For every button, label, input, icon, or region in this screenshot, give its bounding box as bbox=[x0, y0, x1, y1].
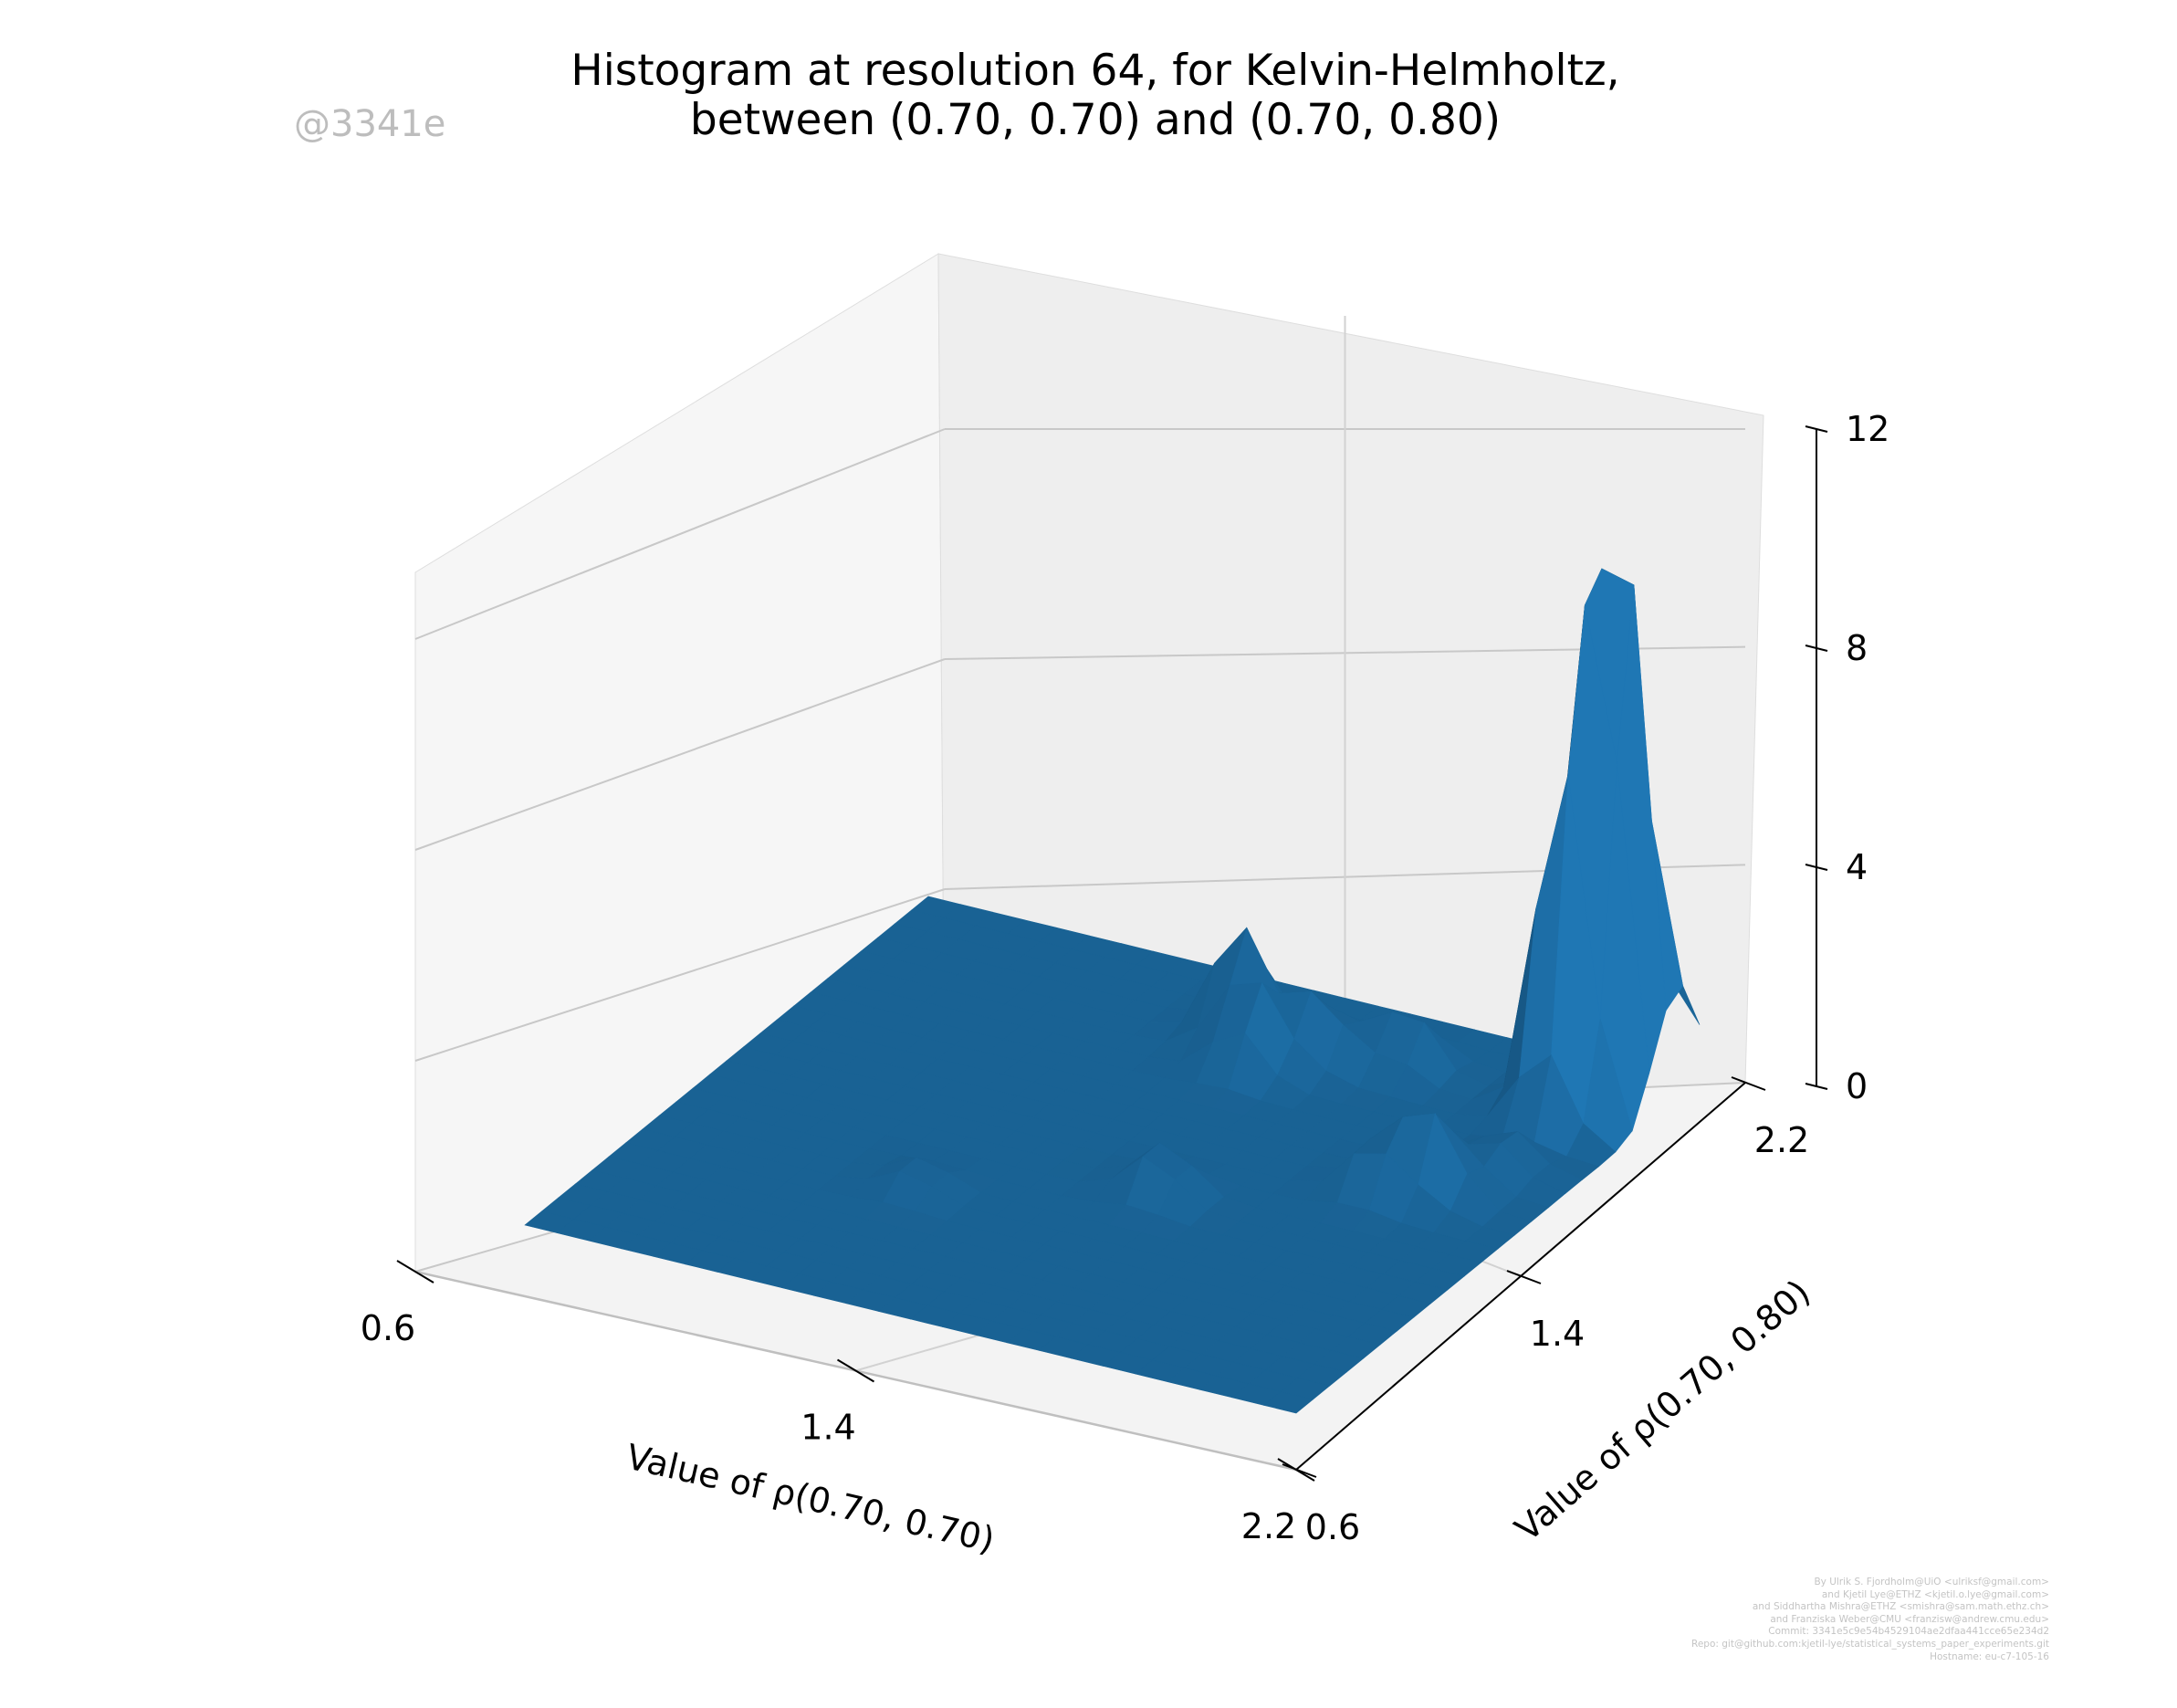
x-axis-label: Value of ρ(0.70, 0.70) bbox=[623, 1437, 999, 1561]
credit-line: and Siddhartha Mishra@ETHZ <smishra@sam.… bbox=[1752, 1601, 2049, 1613]
x-tick-label: 0.6 bbox=[361, 1308, 415, 1348]
z-tick bbox=[1805, 425, 1828, 433]
y-tick-label: 2.2 bbox=[1754, 1120, 1809, 1160]
y-tick-label: 1.4 bbox=[1530, 1314, 1585, 1354]
y-tick bbox=[1282, 1463, 1317, 1478]
z-tick bbox=[1805, 644, 1828, 652]
y-tick bbox=[1506, 1270, 1542, 1284]
z-tick-label: 4 bbox=[1846, 847, 1868, 887]
x-tick bbox=[396, 1260, 434, 1284]
credit-line: Hostname: eu-c7-105-16 bbox=[1930, 1650, 2049, 1662]
credit-line: and Kjetil Lye@ETHZ <kjetil.o.lye@gmail.… bbox=[1821, 1588, 2049, 1600]
y-tick-label: 0.6 bbox=[1305, 1507, 1360, 1547]
chart-title-line-2: between (0.70, 0.70) and (0.70, 0.80) bbox=[689, 95, 1502, 145]
x-tick-label: 1.4 bbox=[801, 1408, 855, 1448]
credits: By Ulrik S. Fjordholm@UiO <ulriksf@gmail… bbox=[1691, 1577, 2049, 1663]
surface-facet bbox=[1263, 1391, 1314, 1414]
z-tick-label: 12 bbox=[1846, 409, 1889, 449]
commit-watermark: @3341e bbox=[294, 103, 446, 145]
credit-line: By Ulrik S. Fjordholm@UiO <ulriksf@gmail… bbox=[1814, 1577, 2049, 1587]
z-tick bbox=[1805, 864, 1828, 871]
surface bbox=[524, 568, 1701, 1414]
z-tick-label: 8 bbox=[1846, 628, 1868, 668]
credit-line: and Franziska Weber@CMU <franzisw@andrew… bbox=[1770, 1613, 2049, 1625]
z-tick bbox=[1805, 1083, 1828, 1090]
chart-title-line-1: Histogram at resolution 64, for Kelvin-H… bbox=[570, 46, 1620, 96]
credit-line: Repo: git@github.com:kjetil-lye/statisti… bbox=[1691, 1638, 2049, 1650]
y-tick bbox=[1731, 1076, 1766, 1091]
z-tick-label: 0 bbox=[1846, 1066, 1868, 1106]
x-tick bbox=[836, 1358, 875, 1383]
credit-line: Commit: 3341e5c9e54b4529104ae2dfaa441cce… bbox=[1768, 1626, 2049, 1638]
x-tick-label: 2.2 bbox=[1241, 1506, 1296, 1546]
